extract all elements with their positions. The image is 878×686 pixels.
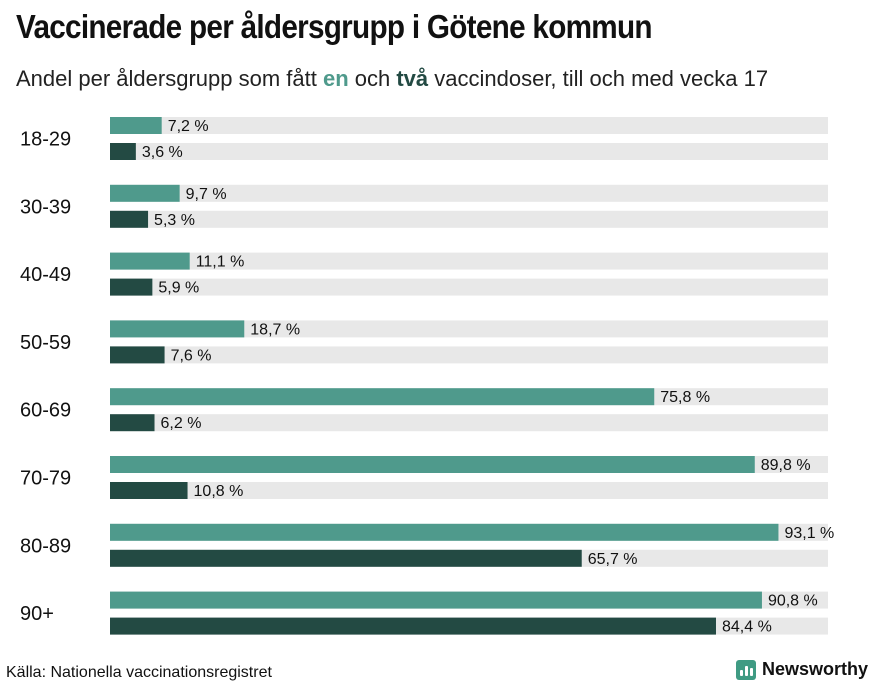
data-label: 18,7 % [250,321,300,338]
data-label: 9,7 % [186,186,227,203]
bar-one-dose [110,591,762,609]
category-label: 18-29 [20,129,71,151]
subtitle-text-end: vaccindoser, till och med vecka 17 [428,66,769,91]
category-label: 40-49 [20,264,71,286]
bar-one-dose [110,320,245,338]
chart-title: Vaccinerade per åldersgrupp i Götene kom… [16,8,653,45]
brand-logo: Newsworthy [735,659,868,680]
bar-track [110,252,828,270]
bar-two-doses [110,143,136,160]
chart-subtitle: Andel per åldersgrupp som fått en och tv… [16,66,768,92]
subtitle-highlight-two-doses: två [396,66,429,91]
category-label: 60-69 [20,400,71,422]
brand-name: Newsworthy [761,659,868,679]
bar-two-doses [110,482,188,499]
bar-track [110,143,828,160]
bar-track [110,184,828,202]
bar-two-doses [110,346,165,364]
bar-two-doses [110,278,153,296]
subtitle-text-start: Andel per åldersgrupp som fått [16,66,323,91]
bar-track [110,210,828,228]
data-label: 6,2 % [161,415,202,432]
category-label: 80-89 [20,535,71,557]
data-label: 84,4 % [722,619,772,636]
category-label: 70-79 [20,468,71,490]
data-label: 65,7 % [588,551,638,568]
bar-chart-logo-icon [735,659,756,680]
data-label: 90,8 % [768,593,818,610]
data-label: 11,1 % [196,254,245,271]
bar-track [110,482,828,499]
bar-two-doses [110,617,716,635]
bar-one-dose [110,184,180,202]
category-label: 50-59 [20,332,71,354]
category-label: 30-39 [20,196,71,218]
data-label: 10,8 % [194,483,244,500]
bar-track [110,346,828,364]
subtitle-highlight-one-dose: en [322,66,349,91]
data-label: 7,2 % [168,118,209,135]
data-label: 5,9 % [158,280,199,297]
bar-one-dose [110,252,190,270]
data-label: 93,1 % [784,525,834,542]
subtitle-text-middle: och [348,66,397,91]
bar-two-doses [110,549,582,567]
bar-track [110,320,828,338]
bar-one-dose [110,523,779,541]
bar-one-dose [110,456,755,473]
source-note: Källa: Nationella vaccinationsregistret [6,664,272,681]
bar-one-dose [110,388,655,406]
category-label: 90+ [20,603,54,625]
data-label: 89,8 % [761,457,811,474]
bar-track [110,414,828,432]
data-label: 75,8 % [660,389,710,406]
bar-two-doses [110,414,155,432]
data-label: 7,6 % [171,347,212,364]
data-label: 3,6 % [142,144,183,161]
data-label: 5,3 % [154,212,195,229]
bar-track [110,278,828,296]
bar-chart: 18-29 7,2 % 3,6 % 30-39 9,7 % 5,3 % 40-49 11,1 … [20,117,834,636]
bar-one-dose [110,117,162,134]
bar-two-doses [110,210,149,228]
bar-track [110,117,828,134]
